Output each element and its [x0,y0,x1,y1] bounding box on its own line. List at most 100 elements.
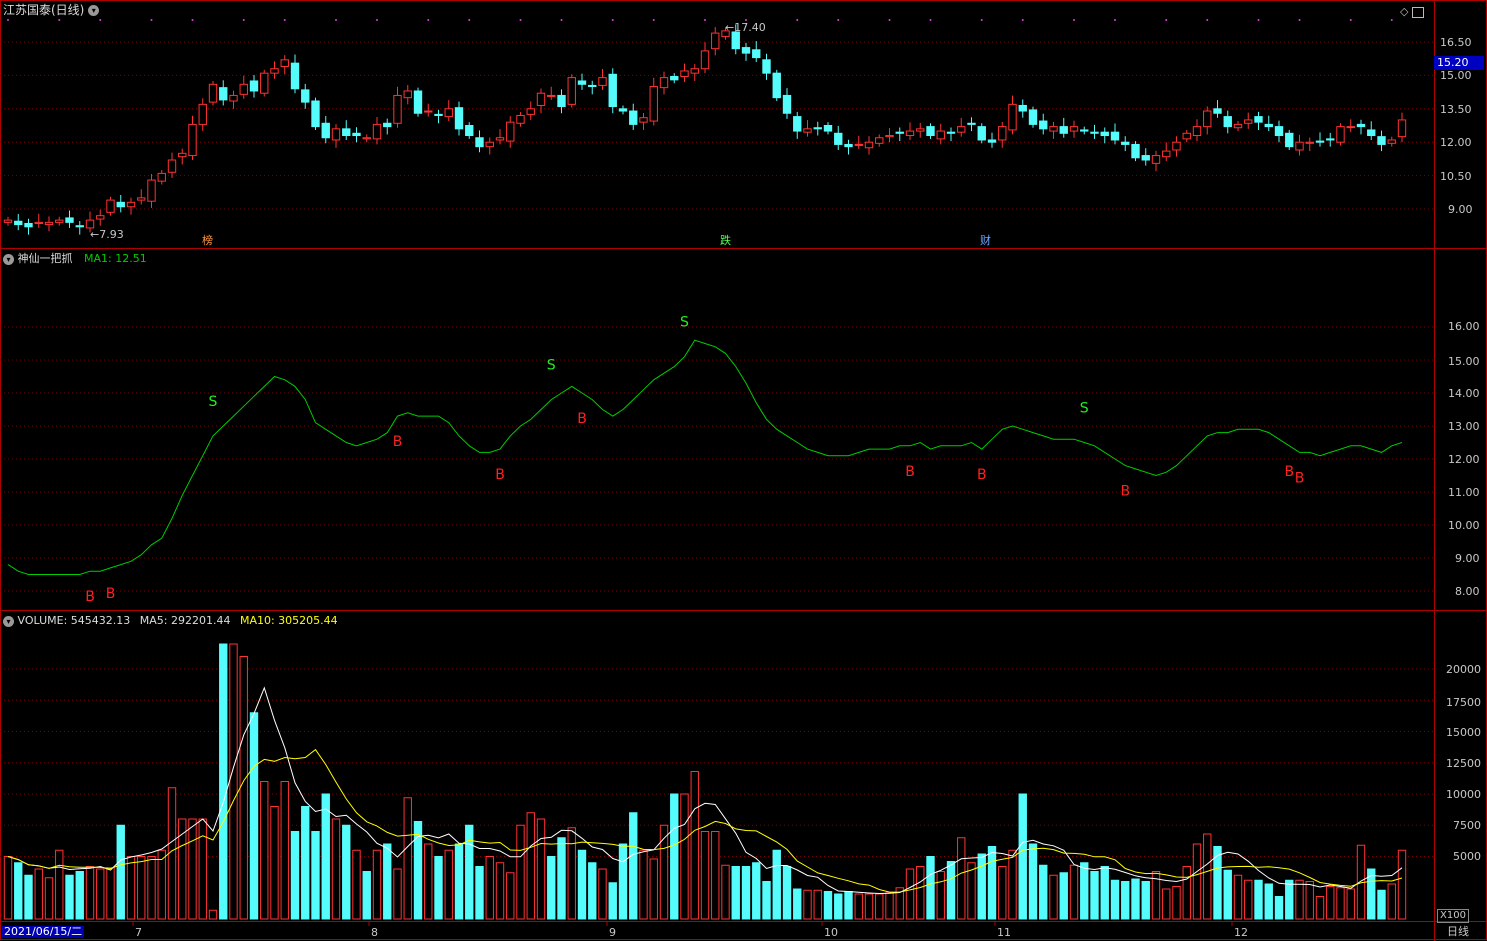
maximize-icon[interactable] [1411,6,1424,18]
volume-bar-down [1285,879,1294,920]
volume-bar-up [957,837,966,920]
volume-bar-up [885,892,894,920]
candle-down [588,84,597,88]
signal-dot [519,19,522,21]
month-tick: 10 [824,926,838,939]
candle-up [495,137,505,141]
candle-down [65,217,74,223]
candle-up [270,68,279,74]
signal-dot [1021,19,1024,21]
high-price-marker: ←17.40 [725,21,766,34]
candle-up [536,92,546,106]
candle-down [475,137,484,148]
volume-ma5-line [7,686,1403,895]
indicator-ma-label: MA1: 12.51 [84,252,147,265]
indicator-collapse-icon[interactable]: ▾ [3,253,14,265]
candle-down [1121,141,1130,145]
buy-signal: B [106,586,116,602]
event-tag[interactable]: 跌 [720,234,731,247]
current-price-tag: 15.20 [1434,56,1484,70]
candle-down [967,122,976,125]
candle-up [178,152,187,158]
candle-up [1192,126,1202,137]
volume-bar-down [629,812,638,920]
volume-bar-up [567,827,576,920]
volume-bar-up [854,893,863,920]
ma5-label: MA5: 292201.44 [139,614,231,627]
candle-down [1315,140,1325,143]
collapse-icon[interactable]: ▾ [88,5,100,16]
volume-bar-down [362,871,371,920]
volume-bar-up [1049,874,1058,920]
volume-bar-up [331,818,341,920]
volume-bar-up [659,824,669,920]
candle-up [526,108,535,115]
candle-up [280,59,289,67]
volume-bar-down [618,843,628,920]
candle-down [1080,129,1089,132]
period-label[interactable]: 日线 [1447,925,1469,938]
volume-bar-up [372,849,382,920]
candle-up [96,215,105,220]
volume-bar-down [1110,879,1120,920]
candle-up [229,94,238,102]
candle-down [1326,138,1335,141]
buy-signal: B [1120,484,1130,500]
candle-down [14,220,23,226]
volume-bar-up [721,864,730,920]
volume-bar-up [1008,849,1017,920]
candle-up [957,126,966,133]
candle-down [1223,116,1232,128]
candle-up [1182,132,1191,140]
volume-bar-up [280,781,289,920]
volume-bar-up [260,781,269,920]
candle-up [885,135,894,138]
event-tag[interactable]: 财 [980,234,991,247]
volume-bar-up [1244,879,1253,920]
candle-up [1151,155,1161,164]
candle-up [393,94,402,124]
price-axis-label: 12.00 [1440,136,1472,149]
candle-down [249,80,259,92]
buy-signal: B [495,467,505,483]
volume-bar-down [588,862,597,920]
signal-dot [1390,19,1393,21]
candle-up [905,130,915,137]
candle-down [752,49,761,59]
candle-down [577,80,587,85]
volume-bar-up [126,856,136,920]
signal-dot [837,19,840,21]
candle-up [1336,126,1345,143]
signal-dot [468,19,471,21]
event-tag[interactable]: 榜 [202,234,213,247]
candle-up [864,141,874,149]
volume-bar-up [444,849,453,920]
volume-bar-down [1059,872,1068,920]
candle-up [1387,139,1396,144]
signal-dot [376,19,378,21]
volume-bar-down [1223,869,1232,920]
candle-up [506,121,515,142]
volume-collapse-icon[interactable]: ▾ [3,615,14,627]
candle-down [1141,155,1150,161]
window-controls[interactable]: ◇ [1400,5,1424,18]
title-text: 江苏国泰(日线) [3,3,85,17]
volume-bar-up [1315,896,1325,920]
signal-dot [58,19,61,21]
candle-up [1295,141,1304,151]
chart-title[interactable]: 江苏国泰(日线) ▾ [3,3,100,17]
volume-unit: X100 [1437,909,1469,923]
candle-down [342,128,351,137]
candle-up [711,32,720,50]
candle-down [670,76,679,81]
volume-title: ▾ VOLUME: 545432.13 MA5: 292201.44 MA10:… [3,614,338,627]
candle-down [219,87,228,101]
candle-up [639,117,648,123]
volume-bar-up [895,887,904,920]
candle-up [1049,126,1058,132]
candle-down [301,89,310,103]
candle-up [1162,150,1171,158]
volume-bar-up [936,871,945,920]
candle-down [762,59,771,74]
volume-axis-label: 10000 [1446,788,1481,801]
